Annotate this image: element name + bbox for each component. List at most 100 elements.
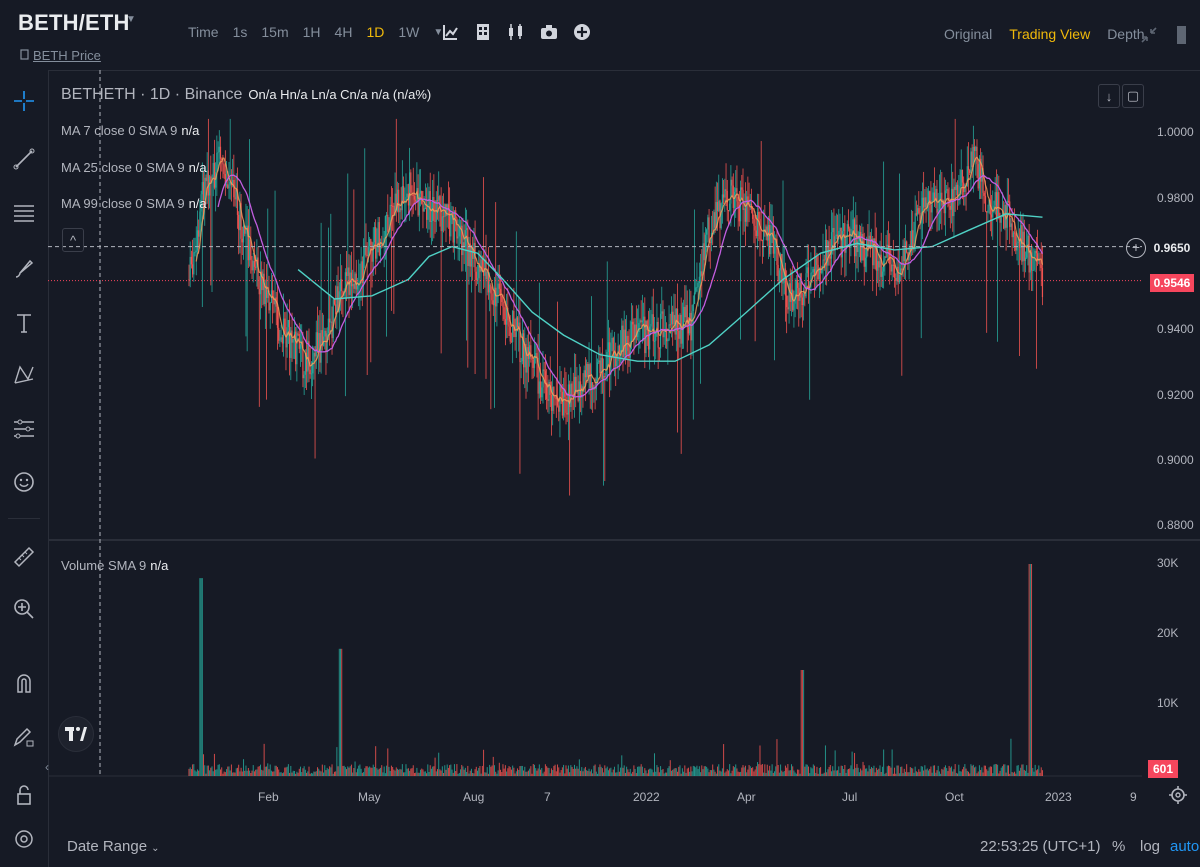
more-icon[interactable] (1175, 26, 1189, 44)
subtitle-link[interactable]: BETH Price (33, 48, 101, 63)
percent-toggle[interactable]: % (1112, 838, 1126, 855)
interval-15m[interactable]: 15m (261, 24, 289, 40)
candle-body (706, 229, 708, 235)
ma99-legend[interactable]: MA 99 close 0 SMA 9 n/a (61, 196, 207, 211)
scroll-down-button[interactable]: ↓ (1098, 84, 1120, 108)
candle-body (853, 219, 856, 257)
view-trading-view[interactable]: Trading View (1009, 26, 1091, 42)
magnet-icon (17, 674, 31, 693)
draw-mode-tool[interactable] (9, 722, 39, 752)
prediction-tool[interactable] (9, 414, 39, 444)
zoom-tool[interactable] (9, 594, 39, 624)
candle-body (914, 213, 916, 248)
layout-icon[interactable] (473, 22, 493, 42)
candle-body (697, 282, 699, 288)
candle-body (236, 189, 239, 215)
candle-body (560, 385, 562, 392)
interval-1s[interactable]: 1s (232, 24, 248, 40)
candle-body (952, 188, 954, 217)
collapse-legend-button[interactable]: ^ (62, 228, 84, 252)
pattern-tool[interactable] (9, 360, 39, 390)
candle-body (886, 244, 888, 258)
candle-body (582, 386, 584, 390)
collapse-icon[interactable] (1140, 26, 1158, 44)
ma7-legend[interactable]: MA 7 close 0 SMA 9 n/a (61, 123, 199, 138)
view-original[interactable]: Original (944, 26, 993, 42)
candle-body (235, 189, 237, 200)
candle-body (504, 319, 506, 325)
candle-body (990, 214, 993, 218)
candle-body (753, 218, 755, 226)
trendline-tool[interactable] (9, 144, 39, 174)
candle-body (851, 228, 853, 234)
candle-type-icon[interactable] (506, 22, 526, 42)
interval-1d[interactable]: 1D (366, 24, 385, 40)
candle-body (966, 166, 968, 186)
fullscreen-button[interactable]: ▢ (1122, 84, 1144, 108)
candle-body (613, 353, 616, 358)
add-icon[interactable] (572, 22, 592, 42)
pair-title[interactable]: BETH/ETH (18, 10, 130, 35)
interval-time[interactable]: Time (188, 24, 219, 40)
candle-body (601, 357, 603, 380)
interval-more-icon[interactable]: ▼ (433, 26, 444, 38)
candle-body (535, 353, 537, 359)
clock[interactable]: 22:53:25 (UTC+1) (980, 838, 1101, 855)
candle-body (400, 208, 402, 211)
volume-label: Volume SMA 9 (61, 558, 147, 573)
emoji-tool[interactable] (9, 467, 39, 497)
candle-body (949, 205, 951, 210)
candle-body (278, 327, 280, 341)
candle-body (364, 247, 366, 256)
chart-canvas[interactable] (48, 70, 1200, 782)
price-link[interactable]: BETH Price (20, 48, 101, 63)
candle-body (196, 230, 199, 251)
add-alert-icon[interactable]: + (1126, 238, 1146, 258)
candle-body (1039, 258, 1041, 265)
visibility-tool[interactable] (9, 826, 39, 856)
candle-body (326, 333, 328, 353)
view-depth[interactable]: Depth (1107, 26, 1145, 42)
indicators-icon[interactable] (440, 22, 460, 42)
settings-gear-icon[interactable] (1168, 785, 1188, 805)
candle-body (344, 272, 346, 293)
candle-body (998, 192, 1000, 216)
horizontal-lines-tool[interactable] (9, 198, 39, 228)
candle-body (776, 239, 778, 265)
auto-toggle[interactable]: auto (1170, 838, 1200, 855)
candle-body (433, 197, 435, 221)
interval-4h[interactable]: 4H (334, 24, 353, 40)
candle-body (1034, 250, 1036, 257)
crosshair-tool[interactable] (9, 86, 39, 116)
candle-body (863, 248, 865, 267)
text-tool[interactable] (9, 308, 39, 338)
collapse-toolbar-icon[interactable]: ‹ (45, 760, 49, 774)
candle-body (924, 197, 926, 208)
candle-body (670, 311, 673, 325)
candle-body (446, 204, 448, 216)
candle-body (510, 341, 513, 343)
candle-body (201, 182, 203, 195)
candle-body (801, 297, 804, 306)
candle-body (639, 320, 641, 324)
interval-1h[interactable]: 1H (302, 24, 321, 40)
pair-caret-icon[interactable]: ▼ (126, 14, 136, 25)
tradingview-logo[interactable] (58, 716, 94, 752)
candle-body (503, 307, 505, 320)
camera-icon[interactable] (539, 22, 559, 42)
lock-tool[interactable] (9, 780, 39, 810)
date-range-dropdown[interactable]: Date Range ⌄ (67, 838, 159, 855)
magnet-tool[interactable] (9, 668, 39, 698)
candle-body (650, 323, 652, 327)
ma25-legend[interactable]: MA 25 close 0 SMA 9 n/a (61, 160, 207, 175)
log-toggle[interactable]: log (1140, 838, 1161, 855)
candle-body (986, 211, 988, 213)
interval-1w[interactable]: 1W (398, 24, 420, 40)
candle-body (752, 209, 754, 219)
ruler-tool[interactable] (9, 542, 39, 572)
candle-body (225, 184, 228, 186)
candle-body (828, 241, 830, 257)
candle-body (468, 243, 470, 267)
brush-tool[interactable] (9, 254, 39, 284)
candle-body (766, 226, 768, 241)
